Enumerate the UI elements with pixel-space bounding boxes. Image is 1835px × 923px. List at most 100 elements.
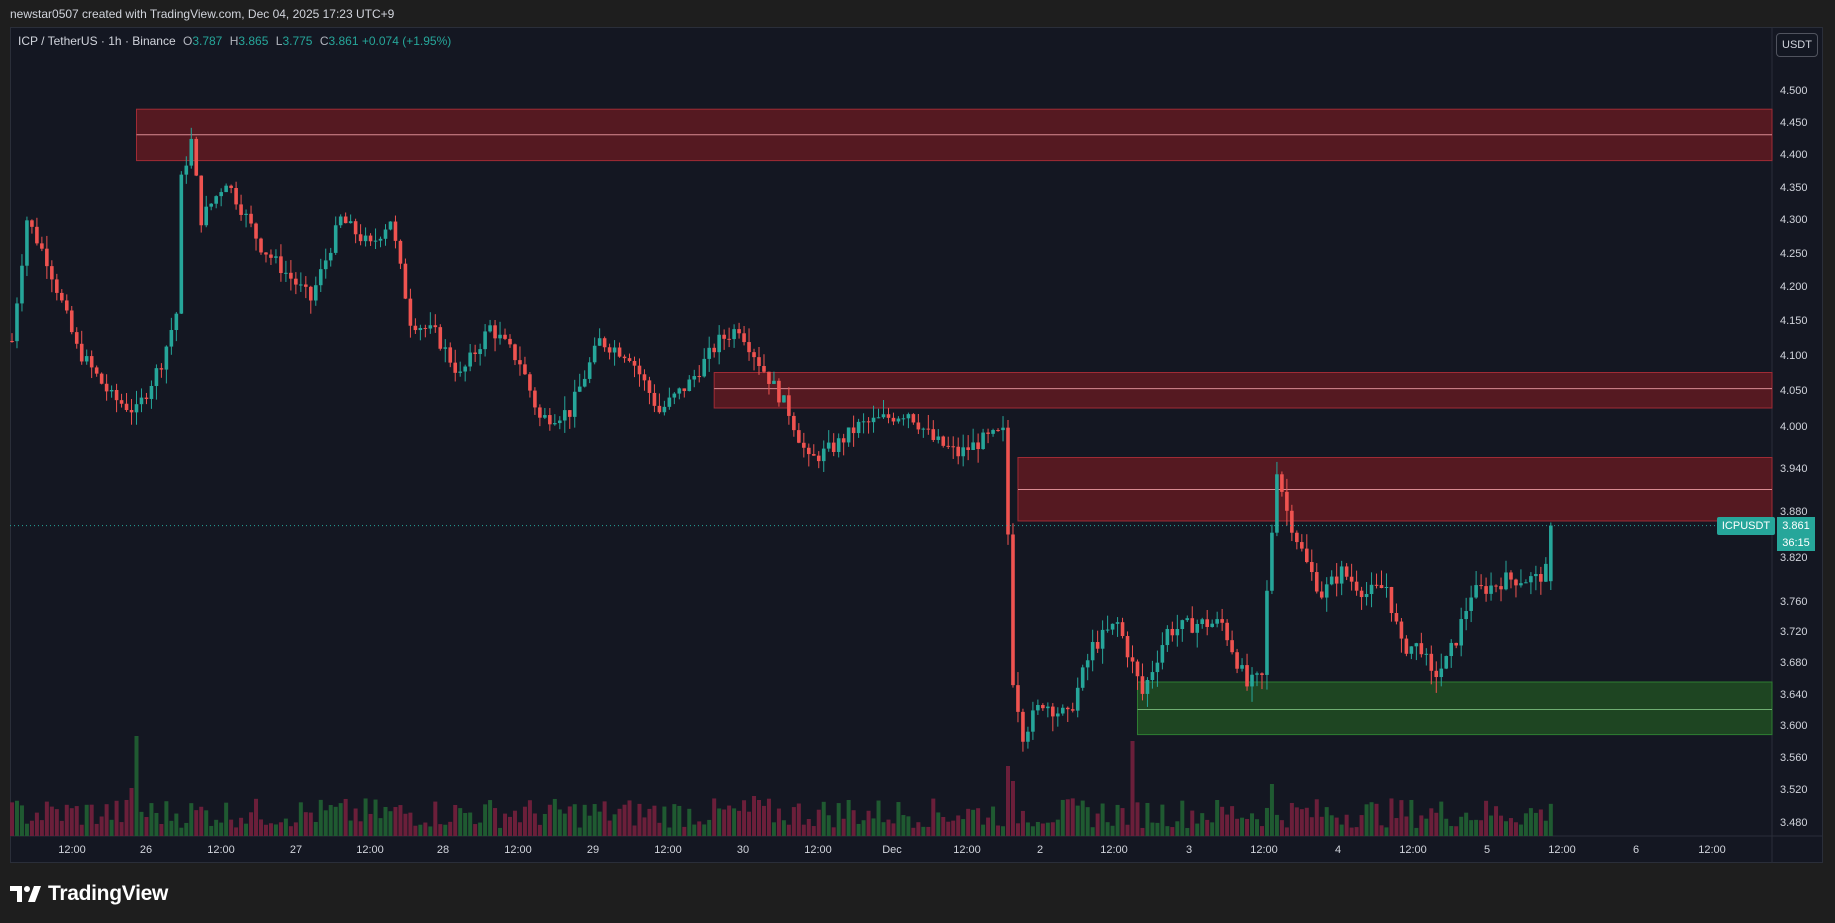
volume-bar: [552, 798, 557, 836]
volume-bar: [278, 822, 283, 836]
volume-bar: [209, 825, 214, 836]
candle-body: [508, 338, 512, 345]
volume-bar: [981, 824, 986, 836]
candle-body: [1334, 576, 1339, 584]
candle-body: [473, 352, 477, 355]
volume-bar: [333, 806, 338, 836]
candle-body: [981, 432, 985, 450]
candle-body: [1439, 668, 1444, 678]
candle-body: [572, 391, 577, 417]
volume-bar: [1508, 818, 1513, 836]
volume-bar: [323, 810, 328, 836]
volume-bar: [752, 796, 757, 836]
candle-body: [1509, 572, 1513, 580]
candle-body: [787, 395, 791, 416]
volume-bar: [1006, 766, 1010, 836]
candle-body: [727, 338, 731, 340]
volume-bar: [1518, 824, 1523, 836]
volume-bar: [114, 800, 119, 836]
volume-bar: [458, 808, 463, 836]
candle-body: [562, 410, 567, 421]
time-axis-label: 27: [290, 844, 302, 856]
volume-bar: [448, 821, 453, 836]
volume-bar: [627, 800, 632, 836]
candle-body: [423, 327, 428, 329]
volume-bar: [856, 823, 861, 836]
candle-body: [1185, 618, 1190, 621]
volume-bar: [313, 821, 318, 836]
volume-bar: [44, 801, 49, 836]
volume-bar: [617, 808, 622, 836]
volume-bar: [149, 803, 154, 836]
candle-body: [94, 367, 99, 374]
candle-body: [154, 368, 159, 386]
candle-body: [1180, 620, 1185, 629]
candle-body: [74, 332, 79, 344]
candle-body: [1319, 591, 1324, 598]
time-axis-label: 12:00: [207, 844, 235, 856]
watermark-bar: newstar0507 created with TradingView.com…: [0, 0, 1835, 27]
candle-body: [926, 428, 931, 430]
volume-bar: [1294, 807, 1299, 836]
tradingview-logo[interactable]: TradingView: [10, 881, 168, 907]
candle-body: [876, 417, 881, 419]
volume-bar: [1070, 798, 1075, 836]
volume-bar: [1424, 818, 1429, 836]
volume-bar: [522, 806, 527, 836]
volume-bar: [1250, 813, 1255, 836]
volume-bar: [1279, 820, 1284, 836]
candle-body: [1544, 563, 1548, 582]
candle-body: [214, 196, 218, 204]
symbol-legend: ICP / TetherUS · 1h · Binance O3.787 H3.…: [18, 34, 451, 48]
volume-bar: [229, 819, 234, 836]
volume-bar: [239, 817, 244, 836]
candle-body: [139, 397, 144, 405]
candle-body: [1489, 585, 1493, 594]
volume-bar: [139, 811, 144, 836]
time-axis-label: 12:00: [504, 844, 532, 856]
candle-body: [577, 386, 582, 392]
volume-bar: [826, 815, 831, 836]
candle-body: [1499, 586, 1503, 590]
volume-bar: [69, 808, 74, 836]
candle-body: [702, 358, 707, 377]
candle-body: [1026, 731, 1030, 742]
candle-body: [1140, 676, 1145, 694]
candle-body: [777, 380, 781, 403]
volume-bar: [557, 809, 562, 836]
volume-bar: [742, 800, 747, 836]
volume-bar: [1125, 824, 1130, 836]
volume-bar: [1020, 810, 1025, 836]
volume-bar: [298, 802, 303, 836]
volume-bar: [224, 802, 229, 836]
volume-bar: [921, 826, 926, 836]
candle-body: [871, 417, 876, 423]
price-axis-label: 4.500: [1780, 85, 1808, 97]
candle-body: [558, 420, 562, 424]
candle-body: [567, 410, 572, 417]
price-axis-label: 3.940: [1780, 463, 1808, 475]
volume-bar: [866, 810, 871, 836]
volume-bar: [283, 818, 288, 836]
candle-body: [1479, 585, 1483, 587]
price-axis-label: 3.480: [1780, 817, 1808, 829]
candle-body: [1354, 581, 1359, 591]
volume-bar: [1374, 803, 1379, 836]
close-value: 3.861: [328, 34, 359, 48]
volume-bar: [776, 808, 781, 836]
candle-body: [1265, 590, 1269, 675]
candle-body: [169, 330, 174, 347]
candle-body: [737, 329, 741, 334]
volume-bar: [1075, 805, 1080, 836]
high-value: 3.865: [238, 34, 269, 48]
candle-body: [408, 298, 413, 326]
volume-bar: [896, 802, 901, 836]
volume-bar: [199, 806, 204, 836]
candle-body: [1314, 572, 1319, 592]
symbol-title[interactable]: ICP / TetherUS · 1h · Binance: [18, 34, 176, 48]
volume-bar: [637, 803, 642, 836]
candle-body: [906, 414, 911, 419]
currency-button[interactable]: USDT: [1776, 33, 1818, 57]
candle-body: [1459, 619, 1463, 646]
